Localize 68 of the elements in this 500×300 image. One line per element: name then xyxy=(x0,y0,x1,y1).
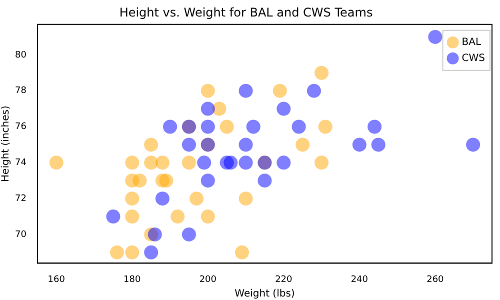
point xyxy=(190,192,204,206)
point xyxy=(371,138,386,152)
point xyxy=(238,156,253,170)
point xyxy=(238,84,253,98)
x-tick-label: 220 xyxy=(275,274,293,285)
x-tick-label: 200 xyxy=(199,274,217,285)
y-tick-label: 72 xyxy=(15,194,26,204)
point xyxy=(125,245,140,260)
point xyxy=(258,174,272,188)
point xyxy=(125,210,140,224)
point xyxy=(352,138,366,152)
point xyxy=(182,156,196,170)
point xyxy=(148,227,162,242)
point xyxy=(238,192,253,206)
point xyxy=(155,156,170,170)
x-tick-label: 240 xyxy=(350,274,368,285)
point xyxy=(200,174,215,188)
x-tick-label: 260 xyxy=(426,274,444,285)
point xyxy=(200,210,215,224)
point xyxy=(428,30,442,44)
legend-label: BAL xyxy=(462,36,482,48)
point xyxy=(170,210,185,224)
point xyxy=(182,138,196,152)
x-tick-label: 180 xyxy=(124,274,142,285)
x-axis-title: Weight (lbs) xyxy=(234,288,295,300)
point xyxy=(155,192,170,206)
point xyxy=(292,120,306,134)
point xyxy=(318,120,332,134)
point xyxy=(144,138,158,152)
point xyxy=(466,138,480,152)
y-tick-label: 74 xyxy=(15,158,27,168)
point xyxy=(144,156,158,170)
point xyxy=(132,174,147,188)
point xyxy=(125,192,140,206)
point xyxy=(314,156,329,170)
point xyxy=(220,120,234,134)
y-tick-label: 80 xyxy=(15,50,27,60)
point xyxy=(106,210,120,224)
point xyxy=(163,120,178,134)
point xyxy=(159,174,174,188)
point xyxy=(110,245,124,260)
point xyxy=(276,102,291,116)
point xyxy=(49,156,64,170)
point xyxy=(246,120,260,134)
point xyxy=(144,245,158,260)
point xyxy=(197,156,212,170)
point xyxy=(235,245,249,260)
chart-title: Height vs. Weight for BAL and CWS Teams xyxy=(119,5,373,20)
point xyxy=(368,120,382,134)
point xyxy=(276,156,291,170)
y-axis-title: Height (inches) xyxy=(0,106,12,182)
point xyxy=(272,84,287,98)
point xyxy=(306,84,321,98)
point xyxy=(238,138,253,152)
point xyxy=(200,84,215,98)
point xyxy=(212,102,226,116)
legend-label: CWS xyxy=(462,52,485,64)
point xyxy=(200,120,215,134)
point xyxy=(314,66,329,80)
point xyxy=(296,138,310,152)
point xyxy=(224,156,238,170)
y-tick-label: 76 xyxy=(15,122,27,132)
point xyxy=(125,156,140,170)
x-tick-label: 160 xyxy=(48,274,66,285)
y-tick-label: 70 xyxy=(15,230,27,240)
point xyxy=(182,227,196,242)
point xyxy=(200,102,215,116)
y-tick-label: 78 xyxy=(15,86,27,96)
